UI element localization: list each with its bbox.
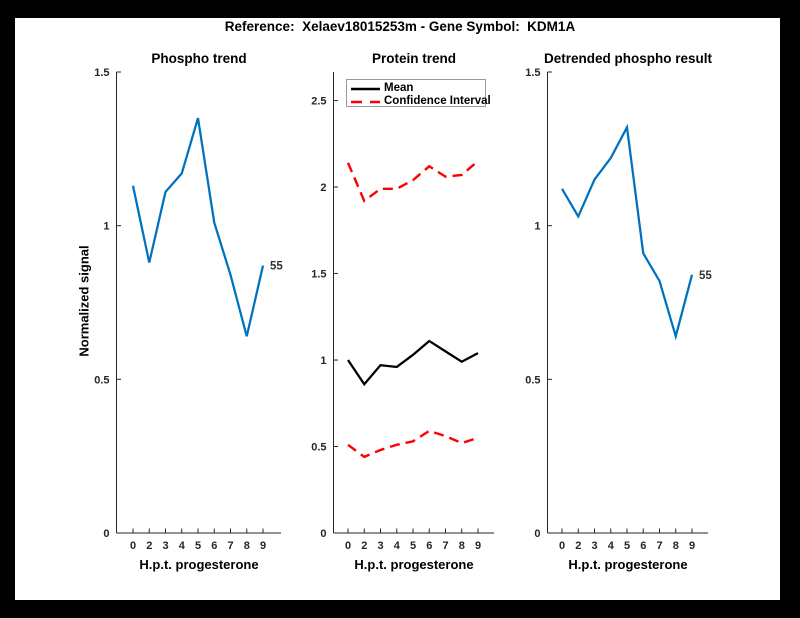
subplot-phospho-xlabel: H.p.t. progesterone — [139, 557, 259, 572]
y-tick-label: 0 — [534, 528, 540, 540]
x-tick-label: 3 — [591, 540, 597, 552]
y-tick-label: 0.5 — [525, 374, 540, 386]
x-tick-label: 9 — [689, 540, 695, 552]
x-tick-label: 3 — [377, 540, 383, 552]
y-tick-label: 2.5 — [311, 96, 326, 108]
figure-canvas — [15, 18, 780, 600]
x-tick-label: 6 — [640, 540, 646, 552]
y-tick-label: 0 — [320, 528, 326, 540]
x-tick-label: 0 — [345, 540, 351, 552]
y-tick-label: 0 — [103, 528, 109, 540]
x-tick-label: 5 — [410, 540, 416, 552]
y-tick-label: 2 — [320, 182, 326, 194]
subplot-phospho-title: Phospho trend — [151, 51, 247, 66]
x-tick-label: 9 — [260, 540, 266, 552]
x-tick-label: 8 — [459, 540, 465, 552]
x-tick-label: 2 — [146, 540, 152, 552]
y-tick-label: 1 — [320, 355, 326, 367]
x-tick-label: 7 — [442, 540, 448, 552]
x-tick-label: 5 — [195, 540, 201, 552]
series-mean — [347, 339, 479, 387]
x-tick-label: 8 — [244, 540, 250, 552]
x-tick-label: 2 — [575, 540, 581, 552]
subplot-detrended-xlabel: H.p.t. progesterone — [568, 557, 688, 572]
x-tick-label: 6 — [211, 540, 217, 552]
x-tick-label: 7 — [656, 540, 662, 552]
end-point-label: 55 — [699, 270, 712, 282]
y-tick-label: 1.5 — [311, 269, 326, 281]
x-tick-label: 4 — [394, 540, 401, 552]
legend-label-mean: Mean — [384, 82, 414, 94]
subplot-protein-title: Protein trend — [371, 51, 457, 66]
end-point-label: 55 — [270, 261, 283, 273]
y-tick-label: 1 — [534, 221, 540, 233]
series-detrended-phospho-signal — [561, 123, 694, 341]
y-tick-label: 0.5 — [311, 442, 326, 454]
y-tick-label: 1.5 — [525, 67, 540, 79]
x-tick-label: 3 — [162, 540, 168, 552]
legend-label-confidence-interval: Confidence Interval — [384, 95, 491, 107]
series-phospho-signal — [131, 117, 265, 337]
x-tick-label: 6 — [426, 540, 432, 552]
series-confidence-interval-lower — [347, 429, 479, 459]
x-tick-label: 4 — [608, 540, 615, 552]
y-axis-label: Normalized signal — [76, 245, 92, 357]
x-tick-label: 8 — [673, 540, 679, 552]
x-tick-label: 0 — [559, 540, 565, 552]
series-confidence-interval-upper — [346, 160, 479, 203]
x-tick-label: 0 — [130, 540, 136, 552]
y-tick-label: 1 — [103, 221, 109, 233]
subplot-protein-xlabel: H.p.t. progesterone — [354, 557, 474, 572]
x-tick-label: 5 — [624, 540, 630, 552]
subplot-detrended-title: Detrended phospho result — [543, 51, 713, 66]
x-tick-label: 7 — [227, 540, 233, 552]
x-tick-label: 9 — [475, 540, 481, 552]
y-tick-label: 1.5 — [94, 67, 109, 79]
x-tick-label: 4 — [179, 540, 186, 552]
y-tick-label: 0.5 — [94, 374, 109, 386]
figure-title: Reference: Xelaev18015253m - Gene Symbol… — [224, 19, 576, 34]
x-tick-label: 2 — [361, 540, 367, 552]
legend — [346, 79, 486, 107]
